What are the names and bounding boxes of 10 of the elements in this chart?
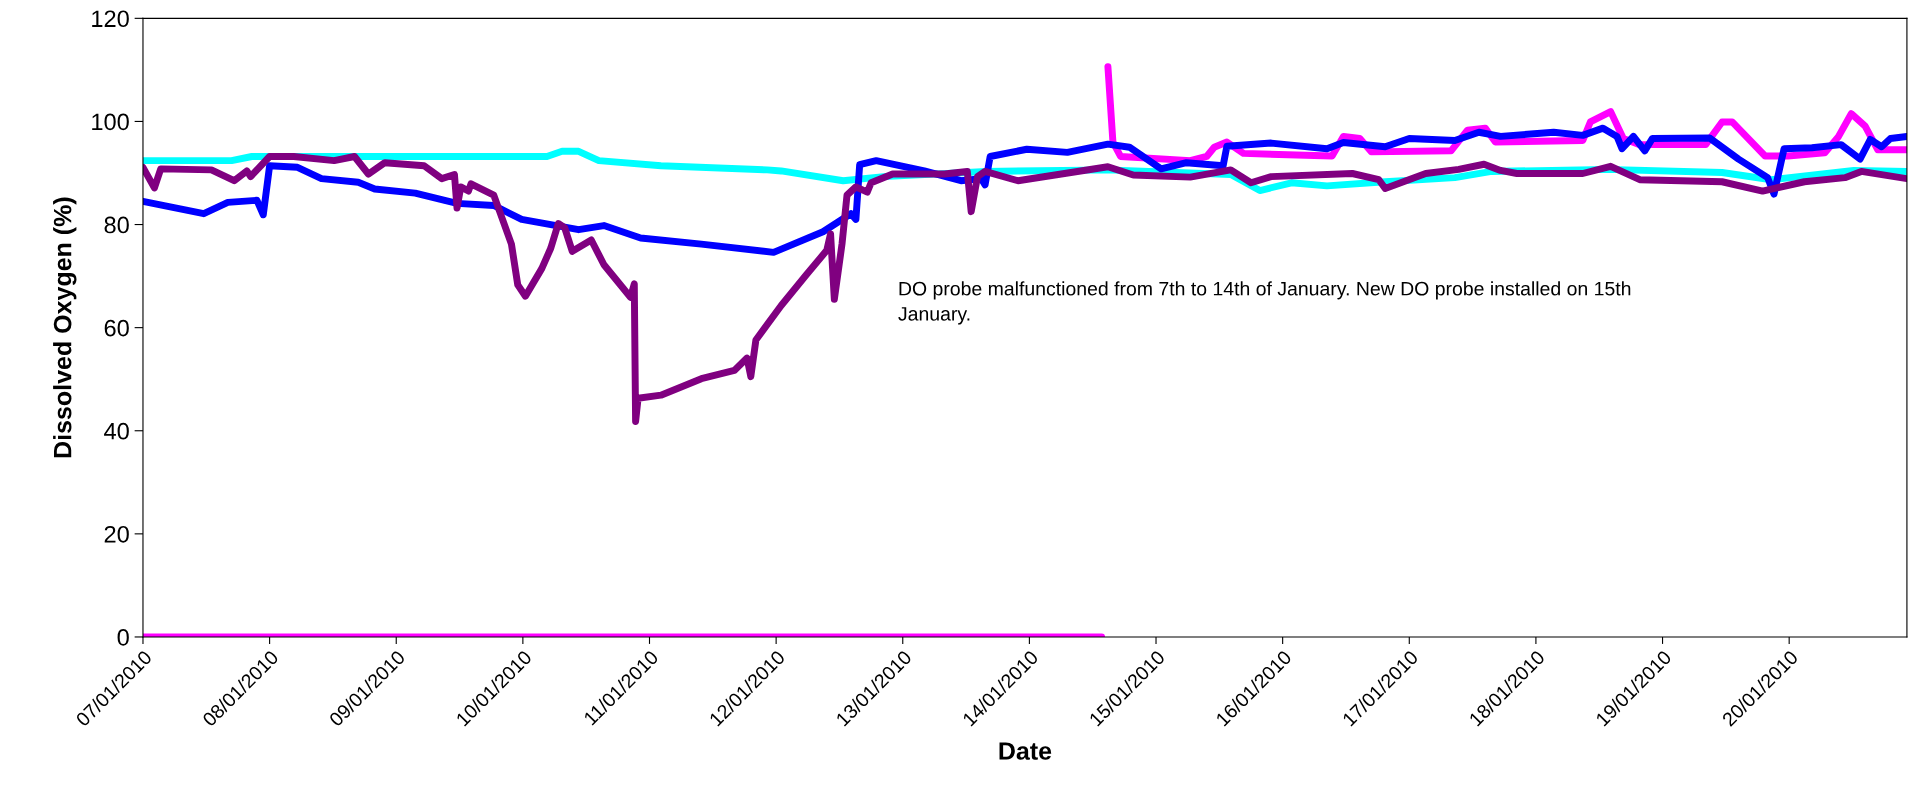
annotation: DO probe malfunctioned from 7th to 14th of January. New DO probe installed on 15th January. xyxy=(898,281,1631,325)
y-tick-label: 100 xyxy=(92,113,129,131)
y-tick-label: 0 xyxy=(117,629,129,646)
y-tick-label: 120 xyxy=(92,10,129,28)
x-axis-title: Date xyxy=(999,742,1052,760)
y-tick-label: 80 xyxy=(104,216,129,234)
y-tick-label: 60 xyxy=(104,319,129,337)
y-tick-label: 20 xyxy=(104,525,129,543)
y-tick-label: 40 xyxy=(104,422,129,440)
y-axis-title: Dissolved Oxygen (%) xyxy=(53,197,77,458)
